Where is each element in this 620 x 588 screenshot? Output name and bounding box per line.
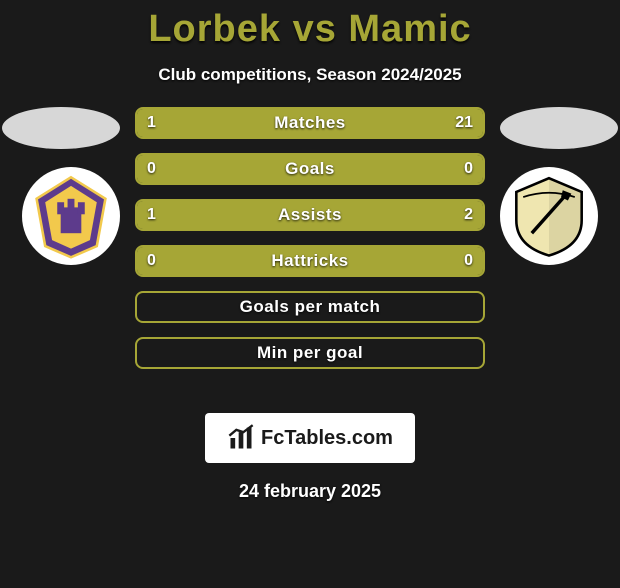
subtitle: Club competitions, Season 2024/2025 <box>0 65 620 85</box>
avatar-right-placeholder <box>500 107 618 149</box>
brand-chart-icon <box>227 424 255 452</box>
page-title: Lorbek vs Mamic <box>0 8 620 51</box>
stat-row: 00Hattricks <box>135 245 485 277</box>
stat-right-fill <box>310 155 483 183</box>
stat-left-fill <box>137 201 252 229</box>
stat-right-fill <box>252 201 483 229</box>
stat-row: Goals per match <box>135 291 485 323</box>
stat-label: Min per goal <box>137 339 483 367</box>
date-label: 24 february 2025 <box>0 481 620 502</box>
stat-left-fill <box>137 155 310 183</box>
stat-bars: 121Matches 00Goals 12Assists 00Hattricks Goa… <box>135 107 485 383</box>
club-badge-right <box>500 167 598 265</box>
avatar-left-placeholder <box>2 107 120 149</box>
club-badge-left <box>22 167 120 265</box>
brand-badge: FcTables.com <box>205 413 415 463</box>
brand-text: FcTables.com <box>261 427 393 450</box>
stat-left-fill <box>137 109 153 137</box>
stat-row: Min per goal <box>135 337 485 369</box>
stat-left-fill <box>137 247 310 275</box>
stat-label: Goals per match <box>137 293 483 321</box>
stat-row: 00Goals <box>135 153 485 185</box>
stat-right-fill <box>310 247 483 275</box>
comparison-stage: 121Matches 00Goals 12Assists 00Hattricks Goa… <box>0 107 620 407</box>
stat-right-fill <box>153 109 483 137</box>
stat-row: 121Matches <box>135 107 485 139</box>
club-badge-right-icon <box>506 173 592 259</box>
stat-row: 12Assists <box>135 199 485 231</box>
club-badge-left-icon <box>28 173 114 259</box>
